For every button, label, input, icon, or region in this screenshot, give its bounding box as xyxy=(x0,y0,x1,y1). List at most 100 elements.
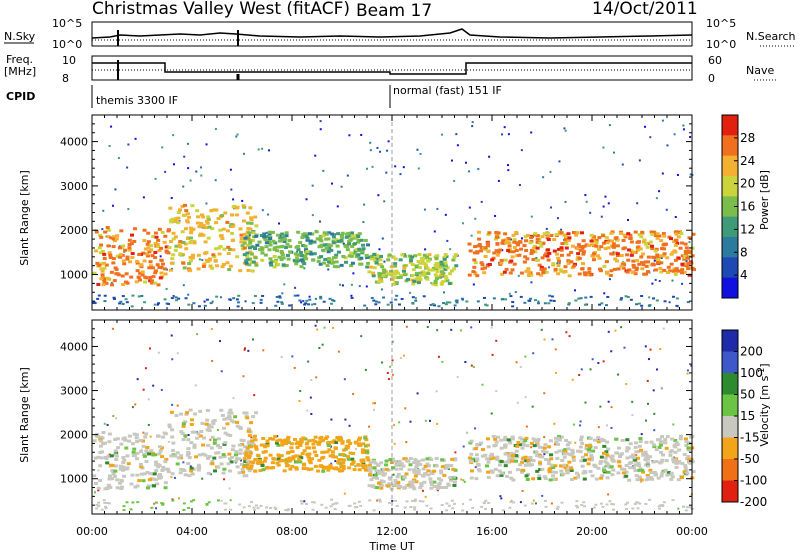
echo-speckle xyxy=(488,155,491,158)
echo-speckle xyxy=(149,347,152,350)
echo-cell xyxy=(676,478,681,482)
echo-cell xyxy=(303,437,308,441)
echo-cell xyxy=(359,262,364,266)
echo-cell xyxy=(617,460,622,464)
echo-cell xyxy=(279,459,284,463)
echo-speckle xyxy=(514,291,517,294)
echo-cell xyxy=(186,452,191,456)
echo-cell xyxy=(534,450,539,454)
echo-cell xyxy=(577,272,582,276)
echo-cell xyxy=(160,468,165,472)
echo-cell xyxy=(276,262,281,266)
echo-cell xyxy=(179,454,184,458)
ground-scatter-cell xyxy=(382,296,386,299)
echo-cell xyxy=(246,221,251,225)
echo-cell xyxy=(649,440,654,444)
ground-scatter-cell xyxy=(104,507,108,510)
echo-cell xyxy=(251,239,256,243)
echo-cell xyxy=(691,470,696,474)
echo-speckle xyxy=(157,303,160,306)
echo-cell xyxy=(645,245,650,249)
echo-speckle xyxy=(342,242,345,245)
echo-cell xyxy=(503,238,508,242)
echo-cell xyxy=(210,227,215,231)
echo-cell xyxy=(142,259,147,263)
echo-speckle xyxy=(612,251,615,254)
echo-cell xyxy=(181,241,186,245)
echo-cell xyxy=(642,240,647,244)
echo-cell xyxy=(118,253,123,257)
echo-cell xyxy=(162,240,167,244)
echo-cell xyxy=(203,453,208,457)
echo-cell xyxy=(260,258,265,262)
ground-scatter-cell xyxy=(298,299,302,302)
echo-cell xyxy=(658,440,663,444)
echo-cell xyxy=(349,251,354,255)
echo-cell xyxy=(628,233,633,237)
echo-cell xyxy=(302,449,307,453)
echo-cell xyxy=(635,248,640,252)
echo-cell xyxy=(97,263,102,267)
echo-cell xyxy=(245,449,250,453)
echo-speckle xyxy=(490,412,493,415)
echo-cell xyxy=(422,273,427,277)
echo-speckle xyxy=(235,135,238,138)
echo-cell xyxy=(151,235,156,239)
ground-scatter-cell xyxy=(348,504,352,507)
echo-cell xyxy=(376,257,381,261)
echo-cell xyxy=(669,252,674,256)
echo-cell xyxy=(245,463,250,467)
echo-cell xyxy=(145,242,150,246)
echo-cell xyxy=(451,258,456,262)
echo-cell xyxy=(541,271,546,275)
echo-speckle xyxy=(632,465,635,468)
echo-cell xyxy=(175,462,180,466)
echo-cell xyxy=(479,246,484,250)
echo-cell xyxy=(153,250,158,254)
echo-cell xyxy=(250,441,255,445)
echo-cell xyxy=(308,239,313,243)
colorbar-tick-label: 100 xyxy=(740,366,763,380)
echo-cell xyxy=(364,438,369,442)
echo-cell xyxy=(359,458,364,462)
ground-scatter-cell xyxy=(536,302,540,305)
echo-cell xyxy=(138,278,143,282)
echo-cell xyxy=(171,237,176,241)
echo-speckle xyxy=(651,282,654,285)
echo-cell xyxy=(646,464,651,468)
echo-cell xyxy=(422,253,427,257)
echo-cell xyxy=(617,464,622,468)
echo-cell xyxy=(467,456,472,460)
echo-cell xyxy=(372,485,377,489)
echo-cell xyxy=(128,260,133,264)
echo-cell xyxy=(363,468,368,472)
echo-cell xyxy=(308,460,313,464)
echo-cell xyxy=(235,255,240,259)
echo-cell xyxy=(150,451,155,455)
echo-speckle xyxy=(462,479,465,482)
echo-cell xyxy=(639,261,644,265)
echo-cell xyxy=(282,469,287,473)
echo-cell xyxy=(178,240,183,244)
echo-cell xyxy=(622,233,627,237)
echo-cell xyxy=(155,263,160,267)
echo-speckle xyxy=(241,199,244,202)
echo-cell xyxy=(393,257,398,261)
echo-cell xyxy=(326,250,331,254)
echo-cell xyxy=(614,259,619,263)
echo-cell xyxy=(138,462,143,466)
echo-cell xyxy=(297,457,302,461)
echo-cell xyxy=(432,484,437,488)
echo-cell xyxy=(669,477,674,481)
echo-cell xyxy=(452,483,457,487)
echo-cell xyxy=(277,438,282,442)
echo-cell xyxy=(115,272,120,276)
echo-cell xyxy=(503,258,508,262)
echo-cell xyxy=(526,458,531,462)
echo-speckle xyxy=(649,136,652,139)
echo-cell xyxy=(597,247,602,251)
echo-speckle xyxy=(173,476,176,479)
echo-cell xyxy=(548,439,553,443)
echo-speckle xyxy=(450,328,453,331)
echo-cell xyxy=(239,237,244,241)
